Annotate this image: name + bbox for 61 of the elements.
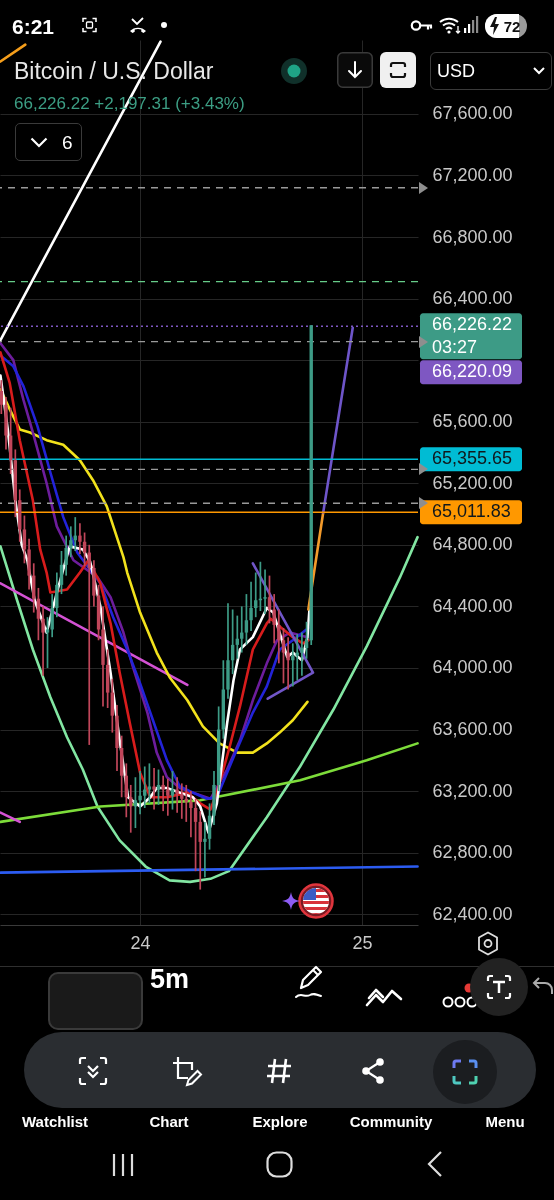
- y-tick-label: 64,800.00: [432, 534, 513, 555]
- line-series: [0, 535, 419, 884]
- candlestick: [286, 636, 290, 691]
- text: 72: [503, 17, 521, 35]
- candlestick: [180, 782, 184, 820]
- candlestick: [249, 580, 253, 632]
- text: 5m: [150, 963, 190, 994]
- candlestick: [244, 593, 249, 646]
- y-tick-label: 64,000.00: [432, 657, 513, 678]
- candlestick: [300, 631, 304, 677]
- candlestick: [78, 522, 82, 555]
- candlestick: [189, 790, 193, 839]
- x-tick-label: 25: [352, 932, 373, 953]
- text: Bitcoin / U.S. Dollar: [14, 57, 214, 84]
- y-tick-label: 67,200.00: [432, 164, 513, 185]
- text: Chart: [149, 1112, 189, 1130]
- candlestick: [41, 605, 45, 677]
- candlestick: [64, 534, 68, 577]
- ref-line-label: 65,355.65: [432, 448, 513, 469]
- candlestick: [50, 593, 54, 639]
- candlestick: [263, 568, 267, 615]
- x-tick-label: 24: [130, 932, 151, 953]
- candlestick: [203, 821, 207, 879]
- y-tick-label: 62,800.00: [432, 842, 513, 863]
- candlestick: [55, 571, 59, 619]
- text: 66,226.22: [432, 314, 513, 335]
- candlestick: [295, 633, 299, 682]
- candlestick: [254, 571, 258, 619]
- y-tick-label: 66,800.00: [432, 226, 513, 247]
- y-tick-label: 63,200.00: [432, 780, 513, 801]
- annotation: 6: [62, 131, 73, 153]
- candlestick: [152, 767, 156, 811]
- candlestick: [161, 774, 165, 812]
- candlestick: [281, 627, 286, 685]
- text: Community: [349, 1112, 433, 1130]
- ref-line-label: 66,220.09: [432, 361, 513, 382]
- candlestick: [156, 768, 161, 806]
- candlestick: [175, 776, 179, 814]
- y-tick-label: 62,400.00: [432, 903, 513, 924]
- y-tick-label: 65,600.00: [432, 411, 513, 432]
- y-tick-label: 66,400.00: [432, 288, 513, 309]
- candlestick: [184, 784, 188, 823]
- y-tick-label: 64,400.00: [432, 595, 513, 616]
- candlestick: [0, 379, 4, 415]
- text: Watchlist: [21, 1112, 89, 1130]
- candlestick: [166, 777, 170, 817]
- candlestick: [138, 770, 142, 816]
- text: Explore: [252, 1112, 308, 1130]
- text: 03:27: [432, 337, 478, 358]
- ref-line-label: 65,011.83: [432, 501, 511, 522]
- y-tick-label: 67,600.00: [432, 103, 513, 124]
- text: USD: [437, 61, 476, 81]
- y-tick-label: 65,200.00: [432, 472, 513, 493]
- text: Menu: [485, 1112, 525, 1130]
- candlestick: [304, 620, 309, 660]
- text: 6:21: [12, 14, 55, 38]
- y-tick-label: 63,600.00: [432, 719, 513, 740]
- candlestick: [272, 593, 276, 645]
- candlestick: [147, 762, 152, 805]
- candlestick: [277, 608, 281, 665]
- candlestick: [45, 616, 50, 669]
